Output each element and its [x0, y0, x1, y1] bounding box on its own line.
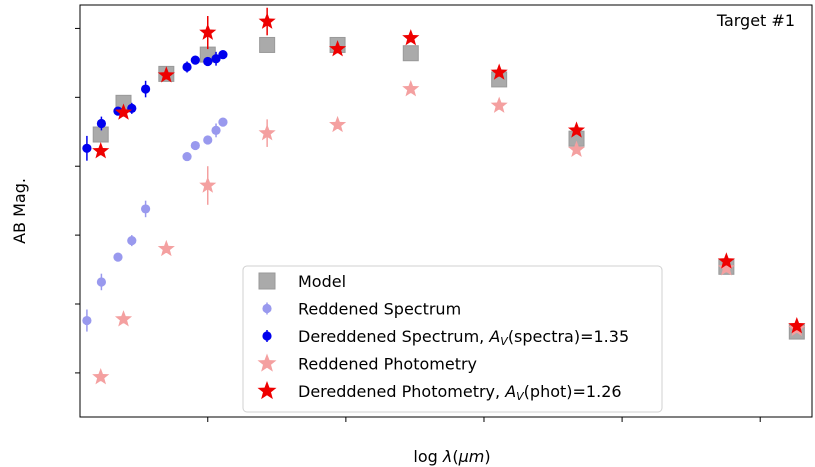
point-3-3: [199, 176, 217, 193]
point-1-6: [190, 140, 200, 151]
point-4-0: [92, 142, 110, 159]
plot-frame: [79, 4, 813, 418]
point-1-8: [211, 125, 221, 135]
y-axis-label: AB Mag.: [10, 178, 29, 244]
chart-axes: [75, 4, 813, 422]
point-1-0: [82, 315, 92, 326]
legend-item-1: Reddened Spectrum: [262, 300, 461, 319]
point-3-4: [258, 124, 276, 141]
point-2-0: [82, 143, 92, 153]
point-4-9: [717, 252, 735, 269]
point-2-8: [211, 54, 221, 64]
point-3-2: [157, 239, 175, 257]
legend-marker-3: [257, 353, 277, 372]
point-4-8: [567, 121, 586, 138]
legend-item-0: Model: [258, 272, 346, 291]
point-0-4: [259, 36, 276, 53]
point-3-9: [717, 259, 735, 276]
series-2: [82, 50, 228, 161]
legend-label-1: Reddened Spectrum: [298, 300, 461, 319]
point-1-9: [218, 117, 228, 127]
point-4-10: [788, 317, 806, 334]
point-3-8: [567, 140, 586, 157]
legend-item-2: Dereddened Spectrum, AV(spectra)=1.35: [262, 327, 629, 348]
point-1-5: [182, 151, 192, 162]
point-2-7: [203, 56, 213, 67]
point-2-4: [141, 84, 151, 94]
point-1-2: [113, 252, 123, 262]
series-4: [92, 7, 806, 334]
chart-marks: [82, 7, 806, 385]
point-1-4: [141, 204, 151, 214]
legend-marker-0: [258, 272, 276, 290]
point-3-6: [402, 80, 420, 97]
legend-marker-2: [262, 331, 272, 341]
point-4-5: [329, 40, 347, 57]
point-3-0: [92, 368, 110, 385]
legend-label-4: Dereddened Photometry, AV(phot)=1.26: [298, 382, 622, 403]
legend-label-3: Reddened Photometry: [298, 355, 477, 374]
point-4-2: [157, 66, 175, 83]
point-4-6: [402, 29, 420, 46]
point-3-1: [114, 310, 133, 327]
legend-marker-4: [257, 381, 277, 400]
legend: Model Reddened Spectrum Dereddened Spectru…: [242, 265, 663, 413]
legend-marker-1: [262, 303, 272, 314]
point-4-1: [114, 103, 133, 120]
point-2-1: [96, 118, 107, 129]
point-1-3: [127, 236, 137, 246]
point-3-7: [490, 96, 508, 113]
point-1-7: [203, 135, 213, 145]
series-1: [82, 117, 228, 332]
chart-annotation: Target #1: [716, 11, 795, 30]
legend-label-2: Dereddened Spectrum, AV(spectra)=1.35: [298, 327, 629, 348]
legend-item-3: Reddened Photometry: [257, 353, 477, 374]
point-2-6: [190, 55, 200, 65]
legend-label-0: Model: [298, 272, 346, 291]
point-0-6: [402, 45, 419, 62]
point-4-7: [490, 63, 508, 80]
point-4-4: [258, 12, 276, 29]
point-3-5: [329, 115, 347, 133]
y-axis-label-group: AB Mag.: [10, 178, 29, 244]
point-2-9: [218, 50, 228, 60]
x-axis-label: log λ(μm): [413, 447, 490, 466]
point-4-3: [199, 23, 217, 40]
legend-item-4: Dereddened Photometry, AV(phot)=1.26: [257, 381, 622, 403]
legend-box: [242, 265, 663, 413]
point-2-5: [182, 62, 192, 72]
point-1-1: [96, 277, 107, 287]
